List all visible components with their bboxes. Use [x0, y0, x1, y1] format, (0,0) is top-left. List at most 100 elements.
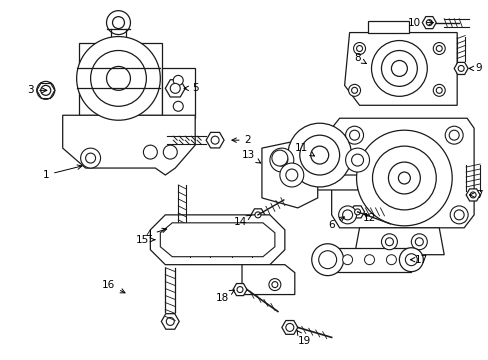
Circle shape: [254, 212, 261, 218]
Text: 19: 19: [296, 330, 311, 346]
Polygon shape: [422, 17, 435, 29]
Circle shape: [37, 81, 55, 99]
Circle shape: [237, 287, 243, 293]
Circle shape: [457, 66, 463, 71]
Circle shape: [345, 148, 369, 172]
Circle shape: [173, 101, 183, 111]
Polygon shape: [79, 42, 162, 115]
Polygon shape: [160, 223, 274, 257]
Circle shape: [271, 282, 277, 288]
Circle shape: [106, 67, 130, 90]
Text: 8: 8: [353, 54, 366, 64]
Circle shape: [371, 41, 427, 96]
Circle shape: [426, 20, 431, 26]
Circle shape: [275, 154, 287, 166]
Circle shape: [356, 45, 362, 51]
Circle shape: [351, 87, 357, 93]
Circle shape: [310, 146, 328, 164]
Text: 11: 11: [295, 143, 314, 156]
Text: 17: 17: [409, 255, 427, 265]
Text: 6: 6: [327, 217, 344, 230]
Circle shape: [364, 255, 374, 265]
Text: 3: 3: [27, 85, 47, 95]
Text: 2: 2: [231, 135, 251, 145]
Circle shape: [444, 126, 462, 144]
Text: 12: 12: [362, 213, 375, 223]
Circle shape: [342, 255, 352, 265]
Circle shape: [318, 251, 336, 269]
Polygon shape: [465, 189, 479, 201]
Circle shape: [453, 210, 463, 220]
Polygon shape: [62, 115, 195, 175]
Circle shape: [338, 206, 356, 224]
Circle shape: [143, 145, 157, 159]
Polygon shape: [281, 320, 297, 334]
Polygon shape: [327, 248, 410, 272]
Polygon shape: [279, 175, 359, 190]
Text: 7: 7: [469, 190, 482, 200]
Circle shape: [435, 45, 441, 51]
Circle shape: [385, 238, 393, 246]
Polygon shape: [250, 209, 264, 221]
Circle shape: [178, 241, 186, 249]
Circle shape: [342, 210, 352, 220]
Text: 1: 1: [42, 165, 81, 180]
Circle shape: [211, 136, 219, 144]
Polygon shape: [354, 228, 443, 255]
Polygon shape: [161, 314, 179, 329]
Circle shape: [386, 255, 396, 265]
Circle shape: [390, 60, 407, 76]
Circle shape: [356, 130, 451, 226]
Circle shape: [348, 84, 360, 96]
Text: 13: 13: [241, 150, 260, 163]
Circle shape: [387, 162, 420, 194]
Circle shape: [173, 75, 183, 85]
Circle shape: [469, 192, 475, 198]
Circle shape: [351, 154, 363, 166]
Circle shape: [106, 11, 130, 35]
Circle shape: [353, 42, 365, 54]
Text: 14: 14: [233, 215, 251, 227]
Circle shape: [311, 244, 343, 276]
Text: 5: 5: [184, 84, 198, 93]
Circle shape: [398, 172, 409, 184]
Circle shape: [381, 50, 416, 86]
Polygon shape: [150, 215, 285, 265]
Circle shape: [345, 126, 363, 144]
Circle shape: [166, 318, 174, 325]
Polygon shape: [242, 265, 294, 294]
Circle shape: [90, 50, 146, 106]
Circle shape: [410, 234, 427, 250]
Polygon shape: [453, 62, 467, 75]
Circle shape: [77, 37, 160, 120]
Circle shape: [269, 148, 293, 172]
Circle shape: [287, 123, 351, 187]
Circle shape: [41, 85, 51, 95]
Circle shape: [435, 87, 441, 93]
Polygon shape: [350, 206, 364, 218]
Circle shape: [448, 130, 458, 140]
Text: 18: 18: [215, 290, 234, 302]
Circle shape: [85, 153, 95, 163]
Circle shape: [268, 279, 280, 291]
Polygon shape: [233, 284, 246, 296]
Polygon shape: [331, 118, 473, 228]
Circle shape: [349, 130, 359, 140]
Circle shape: [112, 17, 124, 28]
Text: 15: 15: [136, 235, 155, 245]
Circle shape: [163, 145, 177, 159]
Circle shape: [399, 248, 423, 272]
Circle shape: [405, 254, 416, 266]
Circle shape: [432, 42, 444, 54]
Polygon shape: [173, 237, 191, 252]
Circle shape: [372, 146, 435, 210]
Polygon shape: [367, 21, 408, 32]
Circle shape: [279, 163, 303, 187]
Circle shape: [285, 323, 293, 332]
Circle shape: [81, 148, 101, 168]
Circle shape: [449, 206, 467, 224]
Circle shape: [381, 234, 397, 250]
Polygon shape: [165, 80, 185, 97]
Text: 9: 9: [468, 63, 482, 73]
Polygon shape: [206, 132, 224, 148]
